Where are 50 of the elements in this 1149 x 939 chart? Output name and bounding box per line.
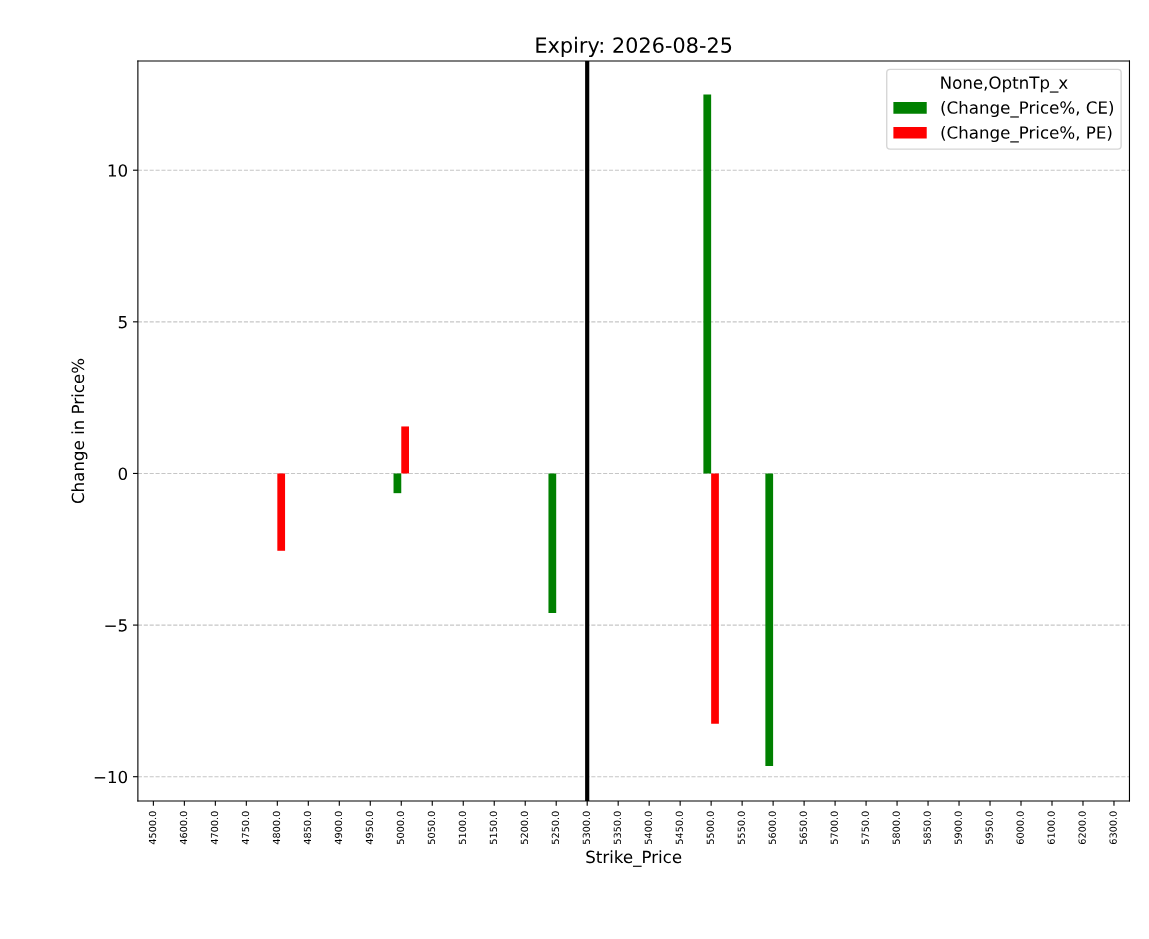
y-tick-label: 0: [118, 467, 128, 481]
legend-label: (Change_Price%, CE): [941, 100, 1114, 118]
x-tick-label: 6100.0: [1047, 811, 1055, 845]
bar: [711, 473, 719, 724]
bar: [401, 426, 410, 474]
x-tick-label: 5850.0: [923, 811, 931, 844]
legend-title: None,OptnTp_x: [941, 76, 1068, 93]
y-tick-label: 10: [108, 164, 128, 177]
y-axis-title: Change in Price%: [71, 358, 88, 504]
x-tick-label: 4750.0: [241, 811, 250, 845]
x-tick-label: 5050.0: [427, 811, 436, 844]
x-tick-label: 4950.0: [365, 811, 374, 845]
bar: [703, 94, 712, 474]
x-tick-label: 6300.0: [1109, 811, 1117, 845]
x-tick-label: 5950.0: [985, 811, 993, 844]
x-tick-label: 5000.0: [396, 811, 405, 844]
bar: [548, 473, 557, 613]
x-tick-label: 5650.0: [799, 811, 807, 844]
bar: [765, 473, 774, 767]
x-tick-label: 5200.0: [520, 811, 529, 844]
x-tick-label: 4900.0: [334, 811, 343, 845]
x-tick-label: 6000.0: [1016, 811, 1024, 845]
x-tick-label: 5400.0: [644, 811, 652, 844]
x-axis-title: Strike_Price: [586, 850, 682, 867]
x-tick-label: 4700.0: [210, 811, 219, 845]
x-tick-label: 5300.0: [582, 811, 591, 844]
x-tick-label: 5550.0: [737, 811, 745, 844]
x-tick-label: 5900.0: [954, 811, 962, 844]
y-tick-label: −10: [94, 770, 128, 784]
chart-title: Expiry: 2026-08-25: [536, 36, 732, 58]
x-tick-label: 6200.0: [1078, 811, 1086, 845]
y-tick-label: 5: [118, 316, 127, 329]
x-tick-label: 4500.0: [148, 811, 157, 845]
x-tick-label: 5700.0: [830, 811, 838, 844]
x-tick-label: 5750.0: [861, 811, 869, 844]
x-tick-label: 5150.0: [489, 811, 498, 844]
bar: [393, 473, 402, 494]
x-tick-label: 5100.0: [458, 811, 467, 844]
x-tick-label: 5350.0: [613, 811, 621, 844]
x-tick-label: 5600.0: [768, 811, 776, 844]
x-tick-label: 4800.0: [272, 811, 281, 845]
legend-label: (Change_Price%, PE): [941, 125, 1112, 143]
x-tick-label: 4850.0: [303, 811, 312, 845]
x-tick-label: 5800.0: [892, 811, 900, 844]
x-tick-label: 5250.0: [551, 811, 560, 844]
y-tick-label: −5: [105, 619, 127, 632]
bar: [277, 473, 286, 551]
x-tick-label: 5500.0: [706, 811, 714, 844]
x-tick-label: 4600.0: [179, 811, 188, 845]
x-tick-label: 5450.0: [675, 811, 683, 844]
